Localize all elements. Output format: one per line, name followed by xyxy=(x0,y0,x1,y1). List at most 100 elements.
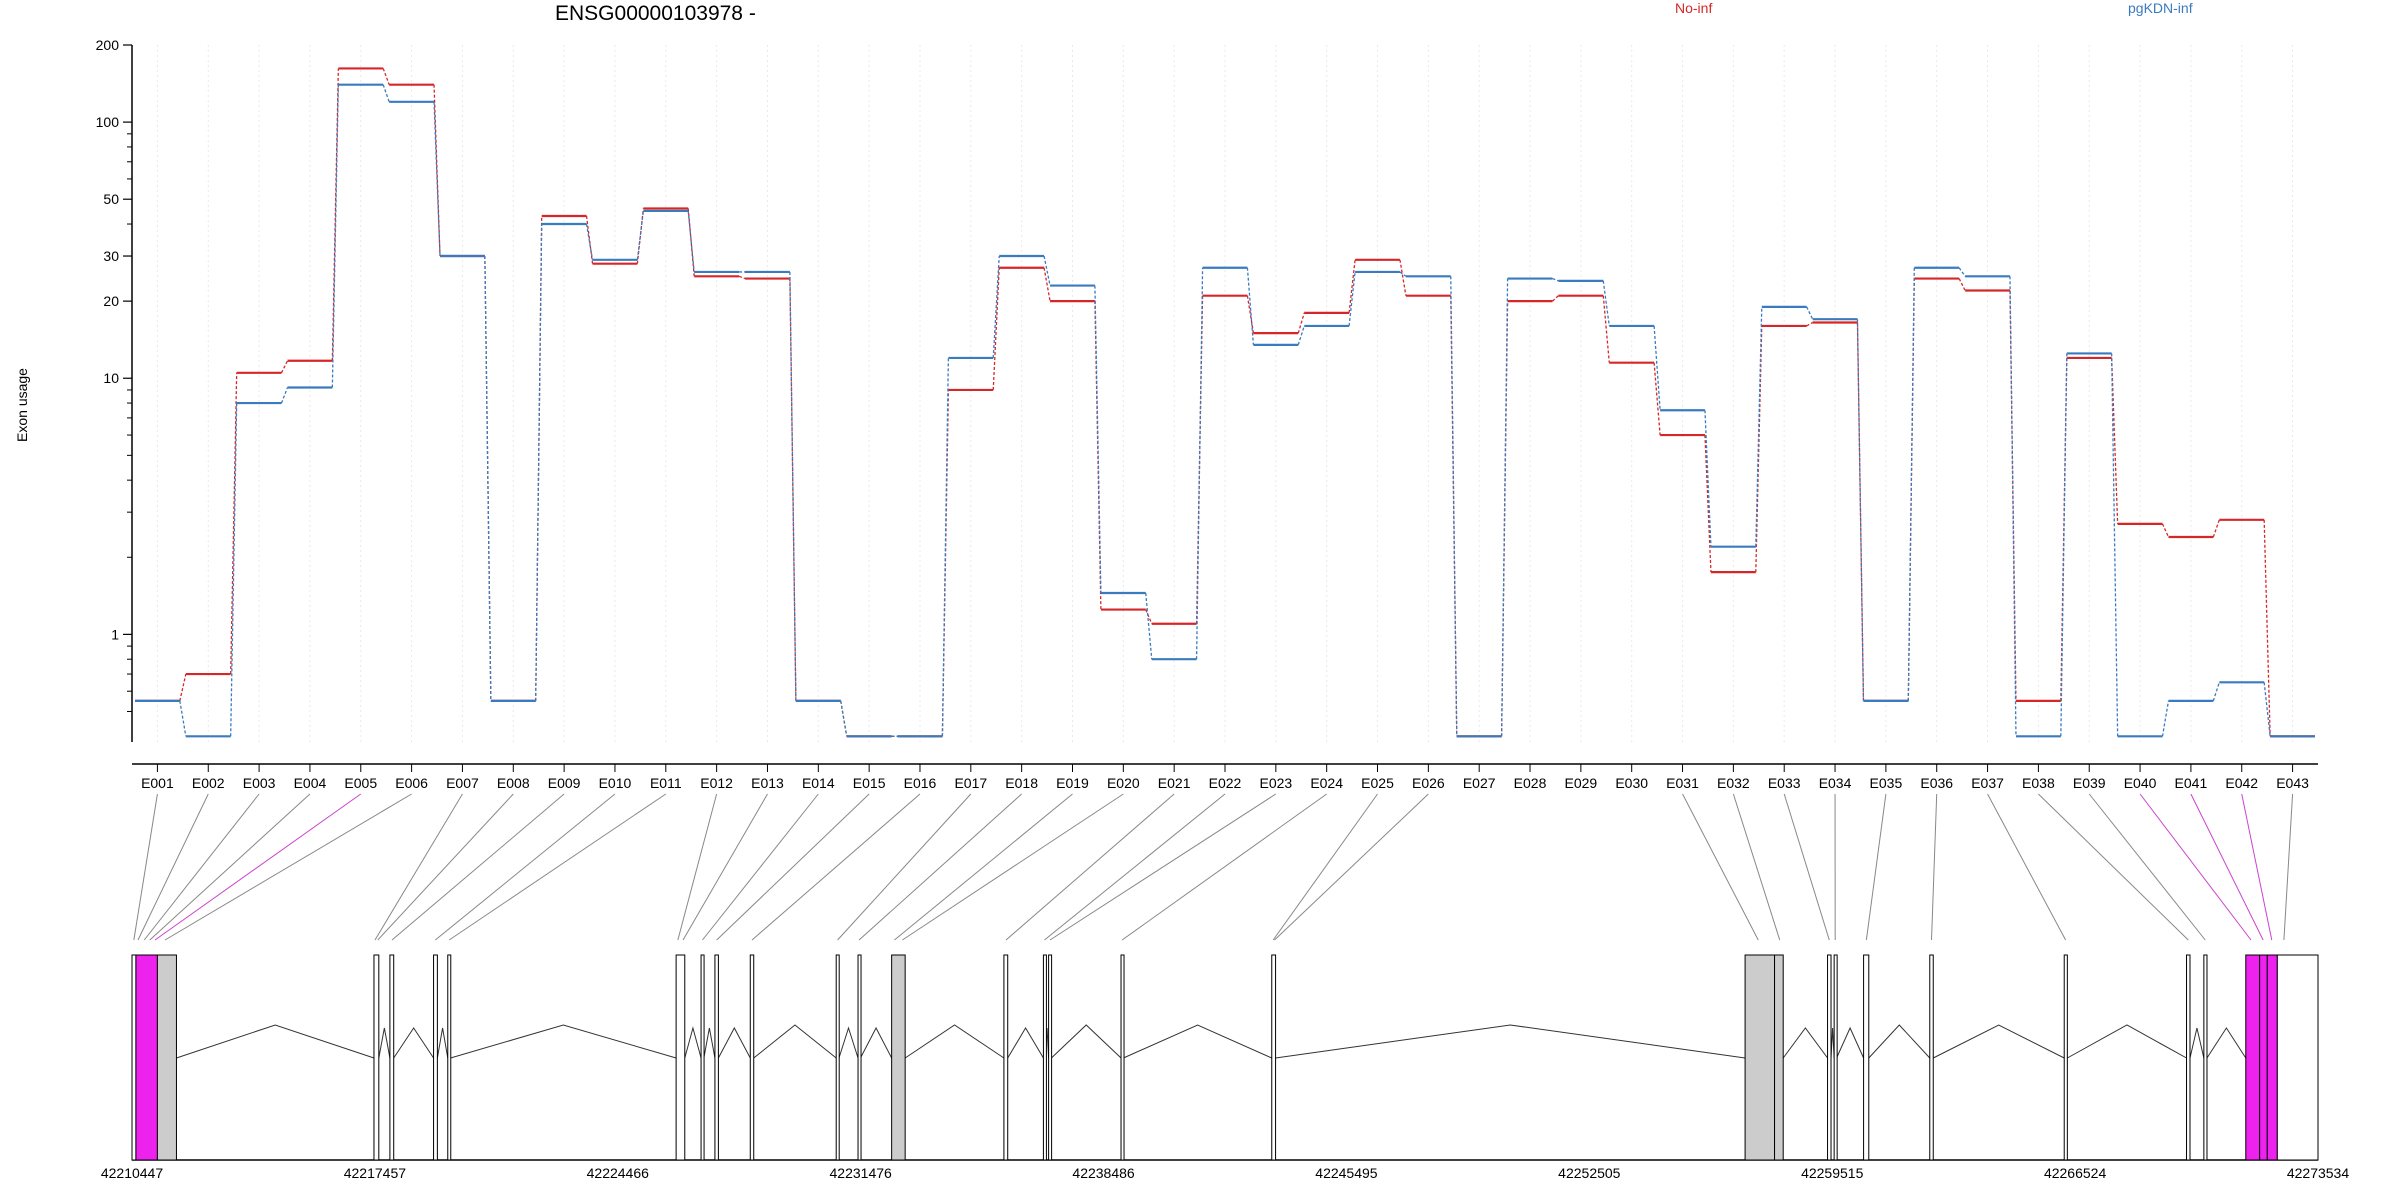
series-no-inf-connector xyxy=(1653,362,1661,436)
series-no-inf-connector xyxy=(2161,523,2170,538)
exon-connector-e010 xyxy=(434,793,616,941)
exon-connector-e001 xyxy=(133,793,158,941)
series-pgkdn-inf-connector xyxy=(1856,319,1865,701)
exon-connector-e042 xyxy=(2241,793,2273,941)
intron-line xyxy=(1275,1024,1746,1059)
intron-line xyxy=(717,1026,751,1059)
grid-layer xyxy=(156,45,2294,742)
intron-line xyxy=(703,1027,716,1059)
series-pgkdn-inf-connector xyxy=(1145,592,1153,660)
series-no-inf-connector xyxy=(1043,267,1051,302)
x-tick-label-e035: E035 xyxy=(1870,775,1903,791)
x-tick-label-e041: E041 xyxy=(2175,775,2208,791)
x-tick-label-e008: E008 xyxy=(497,775,530,791)
series-pgkdn-inf-connector xyxy=(1552,277,1559,282)
series-no-inf-connector xyxy=(2263,519,2271,737)
series-pgkdn-inf-connector xyxy=(2009,276,2017,737)
series-pgkdn-inf-connector xyxy=(1399,271,1407,277)
x-tick-label-e011: E011 xyxy=(650,775,682,791)
x-tick-label-e024: E024 xyxy=(1310,775,1343,791)
exon-box xyxy=(389,954,395,1161)
exon-box xyxy=(1833,954,1838,1161)
exon-box xyxy=(156,954,177,1161)
exon-connector-e017 xyxy=(837,793,972,941)
intron-line xyxy=(393,1027,434,1059)
exon-connector-e022 xyxy=(1044,793,1226,941)
series-pgkdn-inf-connector xyxy=(2111,353,2119,737)
coordinate-label-42273534: 42273534 xyxy=(2287,1165,2350,1181)
exon-connector-e011 xyxy=(448,793,667,941)
x-tick-label-e020: E020 xyxy=(1107,775,1140,791)
exon-connector-e007 xyxy=(374,793,463,941)
intron-line xyxy=(1123,1024,1272,1059)
series-pgkdn-inf-connector xyxy=(2263,682,2271,737)
exon-box xyxy=(835,954,840,1161)
series-no-inf-connector xyxy=(687,208,695,277)
exon-box xyxy=(2063,954,2068,1161)
series-pgkdn-inf-connector xyxy=(1348,271,1356,327)
series-pgkdn-inf-connector xyxy=(2161,700,2170,737)
exon-connector-e023 xyxy=(1049,793,1277,941)
series-pgkdn-inf-connector xyxy=(1297,325,1305,346)
coordinate-label-42266524: 42266524 xyxy=(2044,1165,2107,1181)
series-pgkdn-inf-connector xyxy=(1653,325,1661,411)
series-pgkdn-inf-connector xyxy=(1704,410,1712,547)
exon-box xyxy=(1929,954,1934,1161)
y-tick-label-1: 1 xyxy=(111,626,119,642)
intron-line xyxy=(1051,1024,1122,1059)
series-no-inf-connector xyxy=(1856,322,1865,701)
series-no-inf-connector xyxy=(1246,295,1255,334)
intron-line xyxy=(1782,1027,1828,1059)
coordinate-label-42217457: 42217457 xyxy=(344,1165,407,1181)
exon-box xyxy=(135,954,158,1161)
series-no-inf-connector xyxy=(1399,259,1407,296)
coordinate-label-42245495: 42245495 xyxy=(1315,1165,1378,1181)
x-tick-label-e042: E042 xyxy=(2225,775,2258,791)
series-pgkdn-inf-connector xyxy=(636,210,645,260)
exon-connector-e032 xyxy=(1732,793,1781,941)
y-tick-label-20: 20 xyxy=(103,293,119,309)
series-pgkdn-inf-connector xyxy=(1602,280,1610,327)
exon-connector-e003 xyxy=(143,793,260,941)
x-tick-label-e034: E034 xyxy=(1819,775,1852,791)
series-pgkdn-inf-connector xyxy=(1246,267,1255,345)
x-tick-label-e015: E015 xyxy=(853,775,886,791)
series-pgkdn-inf-connector xyxy=(1907,267,1915,701)
exon-connector-e016 xyxy=(751,793,921,941)
exon-box xyxy=(857,954,862,1161)
exon-connector-e025 xyxy=(1272,793,1378,941)
series-no-inf-connector xyxy=(433,84,441,257)
exon-connector-e006 xyxy=(164,793,412,941)
x-tick-label-e009: E009 xyxy=(548,775,581,791)
intron-line xyxy=(838,1026,859,1059)
intron-line xyxy=(1830,1027,1835,1059)
exon-connector-e013 xyxy=(682,793,768,941)
y-tick-label-50: 50 xyxy=(103,191,119,207)
exon-connector-e002 xyxy=(137,793,209,941)
exon-box xyxy=(2245,954,2261,1161)
exon-box xyxy=(2266,954,2278,1161)
exon-connector-e026 xyxy=(1274,793,1429,941)
intron-line xyxy=(436,1027,449,1059)
exon-box xyxy=(433,954,438,1161)
exon-connector-e019 xyxy=(894,793,1073,941)
exon-box xyxy=(1744,954,1776,1161)
series-pgkdn-inf-connector xyxy=(535,224,543,701)
x-tick-label-e002: E002 xyxy=(192,775,225,791)
x-tick-label-e037: E037 xyxy=(1971,775,2004,791)
series-pgkdn-inf-connector xyxy=(1043,255,1051,286)
series-pgkdn-inf-connector xyxy=(484,256,492,701)
series-no-inf-connector xyxy=(1806,321,1813,327)
exon-box xyxy=(1827,954,1832,1161)
exon-connector-e015 xyxy=(716,793,870,941)
intron-line xyxy=(2067,1024,2187,1059)
x-tick-label-e040: E040 xyxy=(2124,775,2157,791)
exon-connector-e009 xyxy=(391,793,565,941)
x-tick-label-e025: E025 xyxy=(1361,775,1394,791)
exon-connector-e031 xyxy=(1682,793,1759,941)
exon-box xyxy=(700,954,705,1161)
series-layer xyxy=(135,67,2315,738)
exon-connector-e008 xyxy=(377,793,514,941)
x-tick-label-e001: E001 xyxy=(141,775,174,791)
series-pgkdn-inf-connector xyxy=(1806,306,1814,320)
